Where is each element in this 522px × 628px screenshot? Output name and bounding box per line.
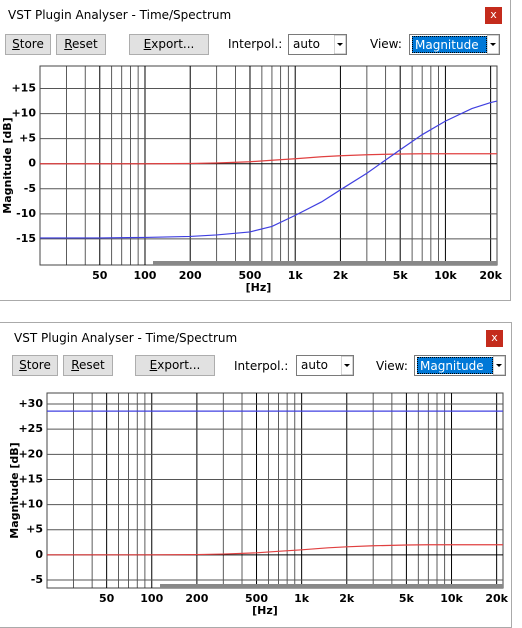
select-value: Magnitude xyxy=(412,36,487,53)
x-tick-label: 200 xyxy=(179,269,202,282)
y-tick-label: +15 xyxy=(11,82,36,95)
view-select[interactable]: Magnitude xyxy=(414,355,506,376)
scroll-indicator xyxy=(160,584,503,588)
x-tick-label: 200 xyxy=(185,592,208,605)
y-tick-label: +5 xyxy=(26,523,43,536)
interpol-label: Interpol.: xyxy=(228,37,283,51)
button-label: Store xyxy=(12,37,44,51)
x-tick-label: 5k xyxy=(393,269,409,282)
dropdown-arrow xyxy=(341,356,353,375)
scroll-indicator xyxy=(153,261,497,265)
view-select[interactable]: Magnitude xyxy=(409,34,500,55)
button-label: Export... xyxy=(149,358,201,372)
x-tick-label: 5k xyxy=(399,592,415,605)
x-tick-label: 50 xyxy=(99,592,115,605)
close-button[interactable]: x xyxy=(485,7,502,24)
y-tick-label: +15 xyxy=(18,472,43,485)
x-tick-label: 1k xyxy=(288,269,304,282)
button-label: Reset xyxy=(71,358,105,372)
x-tick-label: 20k xyxy=(479,269,502,282)
store-button[interactable]: Store xyxy=(5,34,51,55)
y-tick-label: -15 xyxy=(16,232,36,245)
select-value: auto xyxy=(301,358,329,372)
y-axis-label: Magnitude [dB] xyxy=(8,442,21,538)
plot-area xyxy=(46,392,504,589)
x-tick-label: 2k xyxy=(333,269,349,282)
interpol-select[interactable]: auto xyxy=(288,34,347,55)
y-tick-label: +10 xyxy=(11,107,36,120)
store-button[interactable]: Store xyxy=(12,355,58,376)
reset-button[interactable]: Reset xyxy=(63,355,113,376)
y-tick-label: +25 xyxy=(18,422,43,435)
series-line xyxy=(40,153,497,165)
select-value: Magnitude xyxy=(417,357,493,374)
dropdown-arrow xyxy=(334,35,346,54)
x-tick-label: 50 xyxy=(92,269,108,282)
window-title: VST Plugin Analyser - Time/Spectrum xyxy=(14,331,238,345)
export-button[interactable]: Export... xyxy=(129,34,209,55)
select-value: auto xyxy=(293,37,321,51)
view-label: View: xyxy=(370,37,402,51)
plot-area xyxy=(39,65,498,266)
reset-button[interactable]: Reset xyxy=(56,34,106,55)
x-tick-label: 500 xyxy=(245,592,268,605)
y-tick-label: +30 xyxy=(18,397,43,410)
dropdown-arrow xyxy=(487,35,499,54)
x-axis-label: [Hz] xyxy=(252,604,278,617)
x-tick-label: 500 xyxy=(239,269,262,282)
dropdown-arrow xyxy=(493,356,505,375)
interpol-select[interactable]: auto xyxy=(296,355,354,376)
series-line xyxy=(47,544,503,556)
interpol-label: Interpol.: xyxy=(234,359,289,373)
export-button[interactable]: Export... xyxy=(135,355,215,376)
x-tick-label: 10k xyxy=(434,269,457,282)
x-tick-label: 10k xyxy=(440,592,463,605)
y-tick-label: -5 xyxy=(24,182,36,195)
y-tick-label: 0 xyxy=(35,548,43,561)
y-tick-label: -5 xyxy=(31,573,43,586)
view-label: View: xyxy=(376,359,408,373)
window-title: VST Plugin Analyser - Time/Spectrum xyxy=(8,8,232,22)
button-label: Reset xyxy=(64,37,98,51)
x-axis-label: [Hz] xyxy=(246,281,272,294)
x-tick-label: 2k xyxy=(339,592,355,605)
x-tick-label: 100 xyxy=(140,592,163,605)
y-tick-label: +20 xyxy=(18,447,43,460)
y-tick-label: +10 xyxy=(18,498,43,511)
x-tick-label: 1k xyxy=(294,592,310,605)
x-tick-label: 100 xyxy=(134,269,157,282)
y-axis-label: Magnitude [dB] xyxy=(1,117,14,213)
series-line xyxy=(40,100,498,239)
x-tick-label: 20k xyxy=(485,592,508,605)
button-label: Export... xyxy=(143,37,195,51)
button-label: Store xyxy=(19,358,51,372)
close-button[interactable]: x xyxy=(486,330,503,347)
y-tick-label: +5 xyxy=(19,132,36,145)
y-tick-label: 0 xyxy=(28,157,36,170)
y-tick-label: -10 xyxy=(16,207,36,220)
